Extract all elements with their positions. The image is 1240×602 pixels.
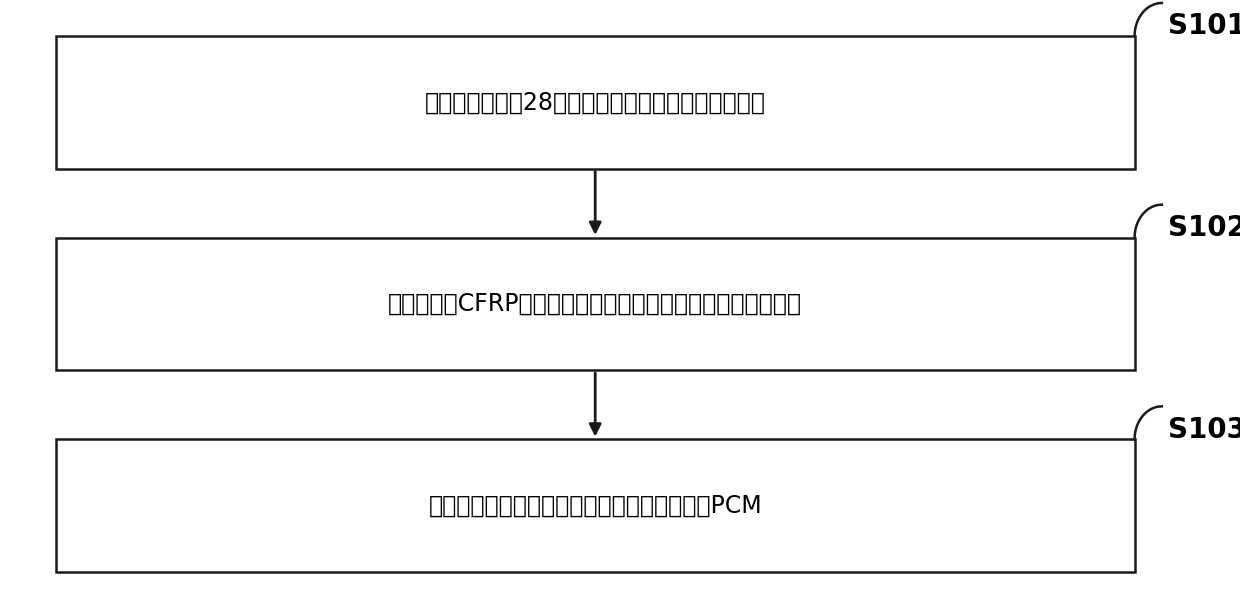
Text: 在侧表面喷射或涂抹聚合物砂浆，再高压喷射PCM: 在侧表面喷射或涂抹聚合物砂浆，再高压喷射PCM bbox=[428, 494, 763, 518]
Text: S102: S102 bbox=[1168, 214, 1240, 242]
Bar bbox=[56, 439, 1135, 572]
Bar bbox=[56, 36, 1135, 169]
Text: 利用铆钉将CFRP网格安装固定至原混凝土梁侧表面加固范围内: 利用铆钉将CFRP网格安装固定至原混凝土梁侧表面加固范围内 bbox=[388, 292, 802, 316]
Text: 原混凝土梁养护28天后，对梁侧表面作吸尘喷砂处理: 原混凝土梁养护28天后，对梁侧表面作吸尘喷砂处理 bbox=[425, 90, 765, 114]
Text: S101: S101 bbox=[1168, 12, 1240, 40]
Text: S103: S103 bbox=[1168, 415, 1240, 444]
Bar bbox=[56, 238, 1135, 370]
